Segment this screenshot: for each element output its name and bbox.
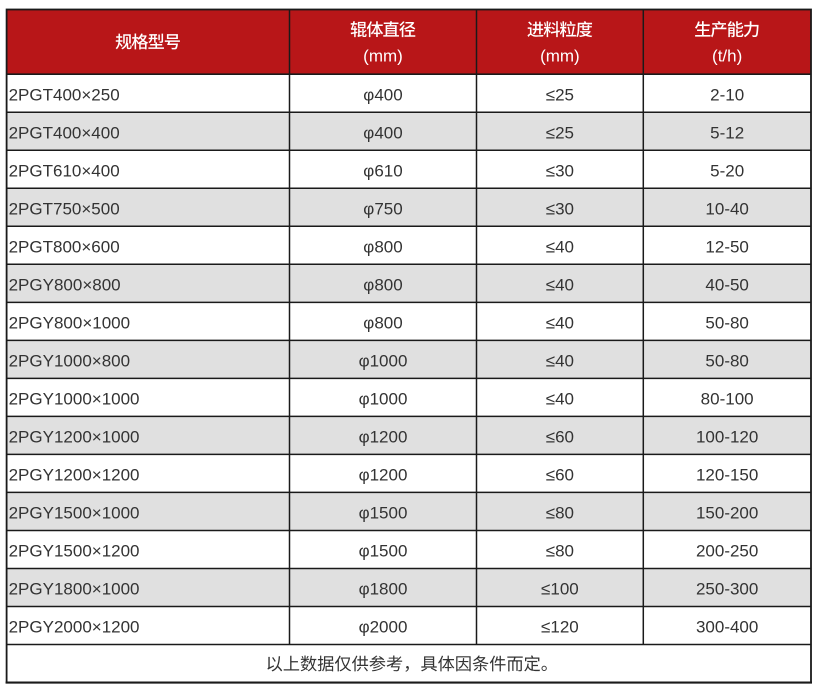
svg-text:φ800: φ800: [363, 314, 402, 333]
svg-text:40-50: 40-50: [705, 276, 748, 295]
svg-text:(mm): (mm): [540, 47, 580, 66]
svg-text:2PGY1500×1000: 2PGY1500×1000: [9, 504, 140, 523]
svg-text:2PGT400×400: 2PGT400×400: [9, 123, 120, 142]
svg-text:≤25: ≤25: [546, 123, 574, 142]
svg-text:120-150: 120-150: [696, 466, 758, 485]
svg-text:50-80: 50-80: [705, 352, 748, 371]
svg-text:2-10: 2-10: [710, 85, 744, 104]
svg-text:2PGY1000×1000: 2PGY1000×1000: [9, 390, 140, 409]
svg-text:2PGY1200×1000: 2PGY1200×1000: [9, 428, 140, 447]
svg-text:φ1000: φ1000: [359, 390, 408, 409]
svg-text:≤60: ≤60: [546, 466, 574, 485]
svg-text:φ1500: φ1500: [359, 542, 408, 561]
svg-text:≤30: ≤30: [546, 161, 574, 180]
svg-text:≤80: ≤80: [546, 504, 574, 523]
svg-text:5-12: 5-12: [710, 123, 744, 142]
svg-text:2PGY1800×1000: 2PGY1800×1000: [9, 580, 140, 599]
svg-text:50-80: 50-80: [705, 314, 748, 333]
svg-text:≤40: ≤40: [546, 238, 574, 257]
svg-text:φ1200: φ1200: [359, 428, 408, 447]
svg-text:(t/h): (t/h): [712, 47, 742, 66]
svg-text:φ1000: φ1000: [359, 352, 408, 371]
svg-text:≤25: ≤25: [546, 85, 574, 104]
svg-text:2PGT750×500: 2PGT750×500: [9, 200, 120, 219]
svg-text:2PGY1500×1200: 2PGY1500×1200: [9, 542, 140, 561]
svg-text:2PGY1000×800: 2PGY1000×800: [9, 352, 130, 371]
svg-text:φ400: φ400: [363, 123, 402, 142]
svg-text:2PGY800×800: 2PGY800×800: [9, 276, 121, 295]
svg-text:φ400: φ400: [363, 85, 402, 104]
svg-text:12-50: 12-50: [705, 238, 748, 257]
svg-text:≤40: ≤40: [546, 352, 574, 371]
svg-text:80-100: 80-100: [701, 390, 754, 409]
svg-text:≤40: ≤40: [546, 390, 574, 409]
svg-text:≤80: ≤80: [546, 542, 574, 561]
svg-text:φ2000: φ2000: [359, 618, 408, 637]
svg-text:100-120: 100-120: [696, 428, 758, 447]
svg-text:≤60: ≤60: [546, 428, 574, 447]
svg-text:150-200: 150-200: [696, 504, 758, 523]
svg-text:φ610: φ610: [363, 161, 402, 180]
svg-text:250-300: 250-300: [696, 580, 758, 599]
svg-text:φ1800: φ1800: [359, 580, 408, 599]
svg-text:5-20: 5-20: [710, 161, 744, 180]
svg-text:φ1200: φ1200: [359, 466, 408, 485]
svg-text:≤120: ≤120: [541, 618, 579, 637]
svg-text:2PGT610×400: 2PGT610×400: [9, 161, 120, 180]
svg-text:≤40: ≤40: [546, 314, 574, 333]
svg-text:≤100: ≤100: [541, 580, 579, 599]
svg-text:≤40: ≤40: [546, 276, 574, 295]
svg-text:200-250: 200-250: [696, 542, 758, 561]
svg-text:10-40: 10-40: [705, 200, 748, 219]
svg-text:2PGT800×600: 2PGT800×600: [9, 238, 120, 257]
svg-text:300-400: 300-400: [696, 618, 758, 637]
svg-text:2PGY1200×1200: 2PGY1200×1200: [9, 466, 140, 485]
svg-text:2PGY2000×1200: 2PGY2000×1200: [9, 618, 140, 637]
svg-text:2PGY800×1000: 2PGY800×1000: [9, 314, 130, 333]
svg-text:φ800: φ800: [363, 238, 402, 257]
svg-text:φ1500: φ1500: [359, 504, 408, 523]
svg-text:φ750: φ750: [363, 200, 402, 219]
svg-text:φ800: φ800: [363, 276, 402, 295]
svg-text:(mm): (mm): [363, 47, 403, 66]
svg-text:2PGT400×250: 2PGT400×250: [9, 85, 120, 104]
svg-text:≤30: ≤30: [546, 200, 574, 219]
